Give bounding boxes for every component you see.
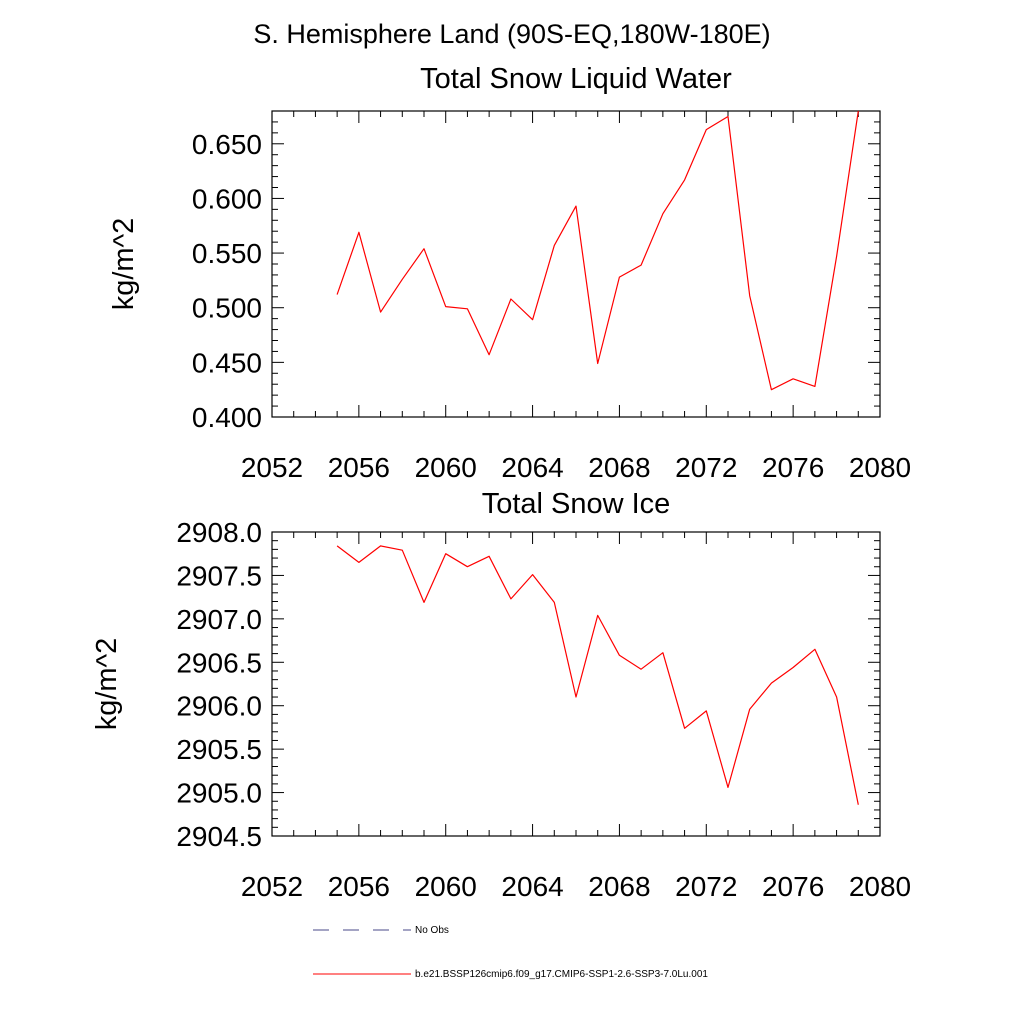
y-tick-label: 0.400 [192,402,262,433]
chart-panel-2: Total Snow Ice 2052 2056 2060 2064 2068 2072 20… [91,488,911,902]
legend-label-1: No Obs [415,925,449,936]
legend-label-2: b.e21.BSSP126cmip6.f09_g17.CMIP6-SSP1-2.… [415,969,708,980]
x-tick-label: 2064 [501,452,563,483]
y-tick-label: 0.600 [192,183,262,214]
chart-panels: Total Snow Liquid Water 2052 2056 2060 2064 2… [91,63,911,902]
x-tick-label: 2056 [328,871,390,902]
x-tick-label: 2052 [241,452,303,483]
y-tick-label: 2907.0 [176,604,262,635]
y-axis-label: kg/m^2 [108,218,140,311]
y-tick-label: 2907.5 [176,560,262,591]
series-line-1 [336,545,859,805]
y-tick-label: 2905.0 [176,778,262,809]
y-axis-label: kg/m^2 [91,638,123,731]
x-tick-label: 2060 [415,871,477,902]
y-tick-label: 0.500 [192,293,262,324]
y-tick-label: 0.650 [192,129,262,160]
figure-suptitle: S. Hemisphere Land (90S-EQ,180W-180E) [253,19,770,49]
y-tick-label: 2904.5 [176,821,262,852]
x-tick-label: 2076 [762,871,824,902]
chart-title: Total Snow Liquid Water [420,63,732,95]
chart-legend: No Obs b.e21.BSSP126cmip6.f09_g17.CMIP6-S… [313,925,708,980]
x-tick-label: 2064 [501,871,563,902]
y-tick-label: 2908.0 [176,517,262,548]
x-tick-label: 2076 [762,452,824,483]
x-tick-label: 2052 [241,871,303,902]
chart-panel-1: Total Snow Liquid Water 2052 2056 2060 2064 2… [108,63,911,483]
x-tick-label: 2068 [588,871,650,902]
x-tick-label: 2068 [588,452,650,483]
plot-frame [271,110,881,418]
x-tick-label: 2080 [849,871,911,902]
y-tick-label: 2905.5 [176,734,262,765]
chart-title: Total Snow Ice [482,488,671,520]
y-tick-label: 0.550 [192,238,262,269]
series-line-1 [336,110,859,391]
y-tick-label: 0.450 [192,347,262,378]
y-tick-label: 2906.0 [176,691,262,722]
x-tick-label: 2072 [675,871,737,902]
y-tick-label: 2906.5 [176,647,262,678]
x-tick-label: 2060 [415,452,477,483]
x-tick-label: 2072 [675,452,737,483]
plot-frame [271,531,881,837]
x-tick-label: 2056 [328,452,390,483]
x-tick-label: 2080 [849,452,911,483]
